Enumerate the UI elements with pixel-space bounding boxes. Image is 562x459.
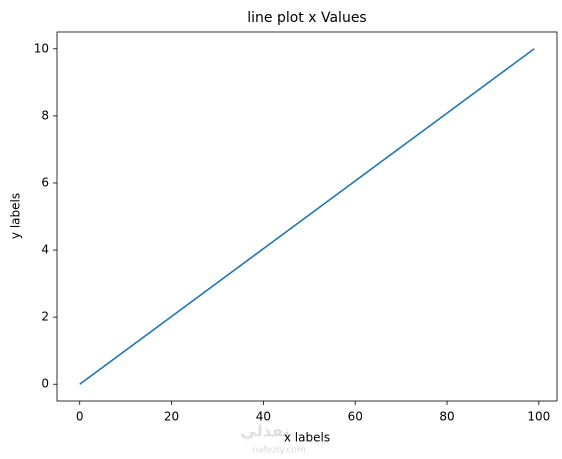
- watermark-url: nafezly.com: [252, 446, 305, 456]
- x-axis-label: x labels: [284, 431, 330, 445]
- axes-frame: [56, 31, 558, 402]
- x-tick-label: 100: [527, 410, 550, 424]
- x-tick-label: 20: [164, 410, 179, 424]
- y-tick-label: 10: [34, 41, 49, 55]
- y-axis-label: y labels: [9, 193, 23, 239]
- x-tick-label: 60: [348, 410, 363, 424]
- x-tick-label: 80: [439, 410, 454, 424]
- x-tick-label: 0: [76, 410, 84, 424]
- y-tick-label: 6: [41, 175, 49, 189]
- y-tick-label: 4: [41, 243, 49, 257]
- y-tick-label: 8: [41, 108, 49, 122]
- y-tick-label: 0: [41, 377, 49, 391]
- chart-title: line plot x Values: [247, 10, 366, 26]
- y-tick-label: 2: [41, 310, 49, 324]
- x-tick-label: 40: [256, 410, 271, 424]
- line: [79, 48, 535, 385]
- watermark: نفذلي: [241, 422, 290, 442]
